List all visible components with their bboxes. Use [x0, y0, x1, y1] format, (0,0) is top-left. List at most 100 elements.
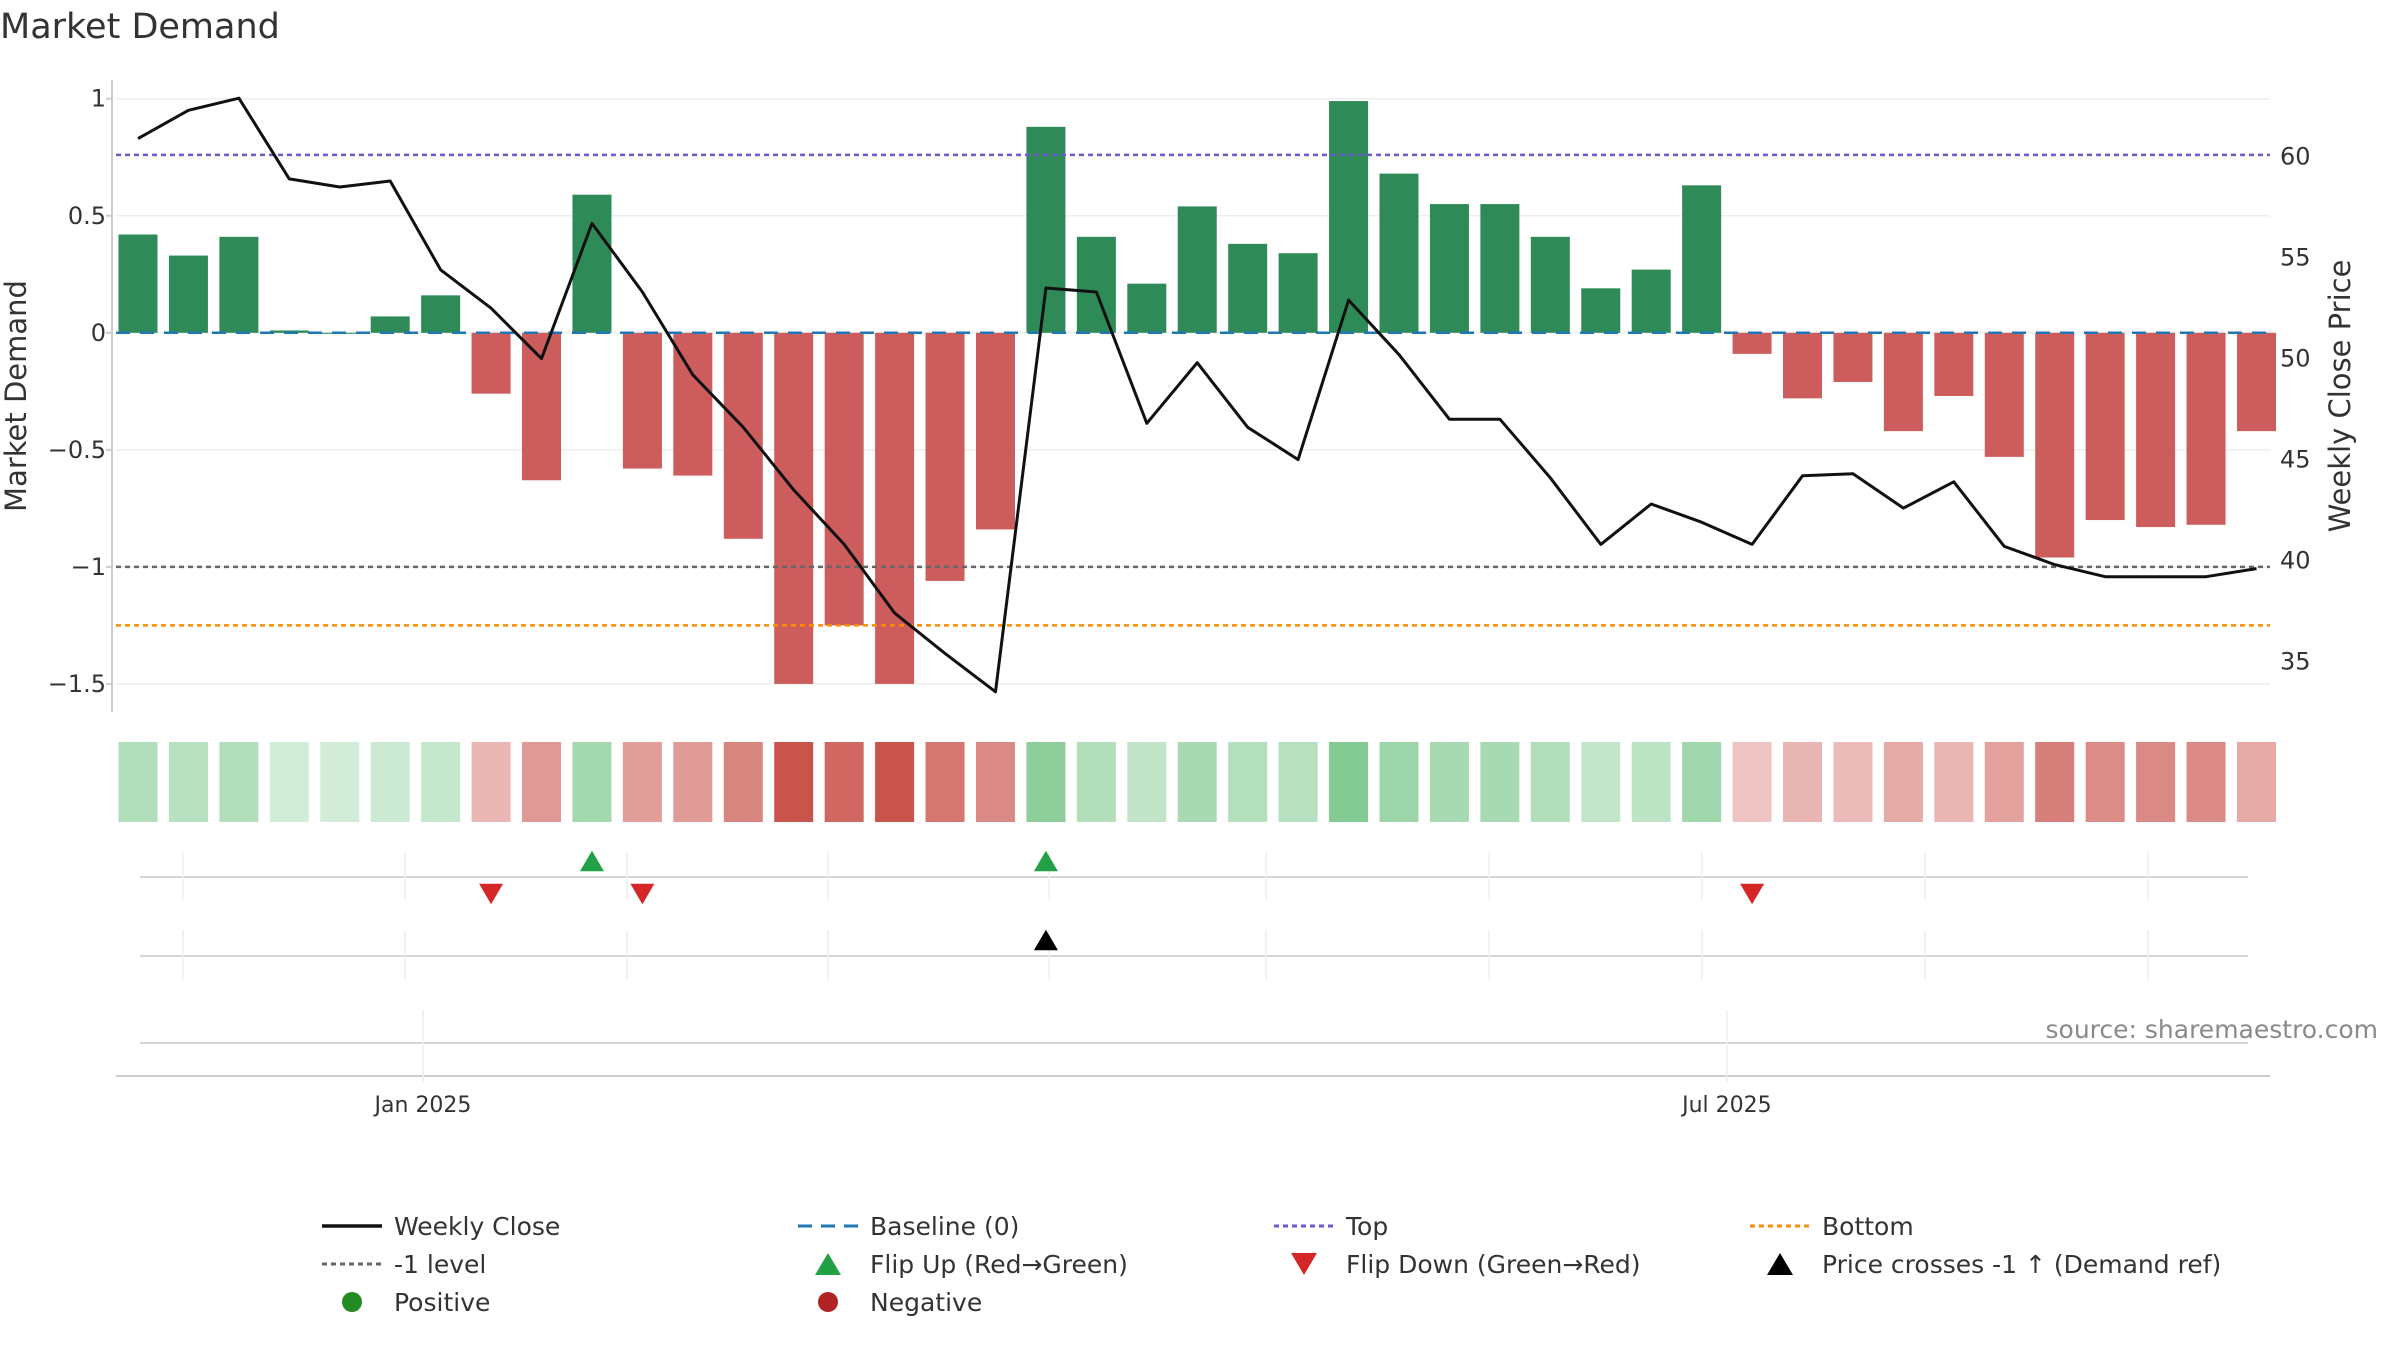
- legend-label-price_cross: Price crosses -1 ↑ (Demand ref): [1822, 1250, 2221, 1279]
- demand-bar: [875, 332, 915, 684]
- flip-up-marker: [1033, 850, 1058, 872]
- left-axis-label: Market Demand: [0, 280, 33, 512]
- heat-cell: [2186, 742, 2226, 822]
- legend-swatch-flip_up: [815, 1252, 841, 1276]
- legend-label-bottom: Bottom: [1822, 1212, 1914, 1241]
- signal-rows-grid: [140, 852, 2248, 1044]
- demand-bar: [1984, 332, 2024, 457]
- demand-bar: [1581, 288, 1621, 333]
- heat-cell: [1026, 742, 1066, 822]
- heat-cell: [1278, 742, 1318, 822]
- heat-cell: [723, 742, 763, 822]
- left-tick-label: 0.5: [68, 202, 106, 230]
- heat-cell: [2035, 742, 2075, 822]
- demand-bar: [2236, 332, 2276, 432]
- left-tick-label: 0: [91, 319, 106, 347]
- legend-label-positive: Positive: [394, 1288, 490, 1317]
- right-tick-label: 55: [2280, 244, 2311, 272]
- signal-markers: [479, 850, 1765, 951]
- heat-cell: [471, 742, 511, 822]
- legend-label-top: Top: [1345, 1212, 1388, 1241]
- legend: Weekly Close Baseline (0) Top Bottom -1 leve…: [322, 1212, 2221, 1317]
- demand-bar: [1934, 332, 1974, 396]
- legend-swatch-positive: [342, 1292, 362, 1312]
- right-tick-label: 60: [2280, 143, 2311, 171]
- price-cross-marker: [1033, 929, 1058, 951]
- legend-swatch-price_cross: [1767, 1252, 1793, 1276]
- demand-bar: [622, 332, 662, 469]
- demand-bar: [824, 332, 864, 626]
- flip-up-marker: [579, 850, 604, 872]
- legend-label-negative: Negative: [870, 1288, 982, 1317]
- demand-bar: [2136, 332, 2176, 528]
- demand-bar: [118, 234, 158, 333]
- demand-bar: [2085, 332, 2125, 521]
- demand-bar: [723, 332, 763, 539]
- demand-bar: [1783, 332, 1823, 399]
- left-axis-ticks: 1 0.5 0 −0.5 −1 −1.5: [48, 85, 112, 698]
- heat-cell: [1833, 742, 1873, 822]
- demand-bar: [1177, 206, 1217, 333]
- demand-bar: [1429, 204, 1469, 333]
- demand-bar: [975, 332, 1015, 530]
- demand-bar: [774, 332, 814, 684]
- heat-cell: [1984, 742, 2024, 822]
- demand-bar: [2035, 332, 2075, 558]
- heat-cell: [1783, 742, 1823, 822]
- demand-bar: [1278, 253, 1318, 333]
- demand-bar: [2186, 332, 2226, 525]
- heat-cell: [925, 742, 965, 822]
- heat-cell: [1581, 742, 1621, 822]
- date-axis-ticks: Jan 2025 Jul 2025: [373, 1010, 1772, 1118]
- left-tick-label: −0.5: [48, 436, 106, 464]
- heat-cell: [975, 742, 1015, 822]
- legend-label-flip_down: Flip Down (Green→Red): [1346, 1250, 1641, 1279]
- demand-bar: [1228, 243, 1268, 333]
- legend-label-minus_one: -1 level: [394, 1250, 486, 1279]
- heat-cell: [2236, 742, 2276, 822]
- heat-cell: [622, 742, 662, 822]
- heat-cell: [1127, 742, 1167, 822]
- flip-down-marker: [630, 883, 655, 905]
- right-axis-label: Weekly Close Price: [2323, 260, 2357, 533]
- heat-cell: [1732, 742, 1772, 822]
- legend-swatch-negative: [818, 1292, 838, 1312]
- date-tick-label: Jan 2025: [373, 1093, 472, 1118]
- demand-bar: [1833, 332, 1873, 382]
- left-tick-label: −1: [71, 553, 106, 581]
- right-tick-label: 45: [2280, 446, 2311, 474]
- heat-cell: [1177, 742, 1217, 822]
- heat-cell: [1682, 742, 1722, 822]
- demand-bar: [1026, 126, 1066, 333]
- demand-bar: [1631, 269, 1671, 333]
- demand-bar: [1127, 283, 1167, 333]
- left-tick-label: −1.5: [48, 670, 106, 698]
- heat-cell: [1329, 742, 1369, 822]
- demand-bar: [421, 295, 461, 333]
- right-tick-label: 40: [2280, 547, 2311, 575]
- heat-cell: [1480, 742, 1520, 822]
- heat-cell: [1379, 742, 1419, 822]
- heat-cell: [1883, 742, 1923, 822]
- right-axis-ticks: 60 55 50 45 40 35: [2280, 143, 2311, 676]
- legend-label-flip_up: Flip Up (Red→Green): [870, 1250, 1128, 1279]
- heat-cell: [1429, 742, 1469, 822]
- demand-bar: [1883, 332, 1923, 432]
- demand-bars: [118, 101, 2276, 684]
- demand-bar: [1076, 236, 1116, 333]
- demand-bar: [1329, 101, 1369, 333]
- demand-heat-strip: [118, 742, 2276, 822]
- weekly-close-line: [137, 96, 2257, 694]
- heat-cell: [1631, 742, 1671, 822]
- heat-cell: [269, 742, 309, 822]
- right-tick-label: 50: [2280, 345, 2311, 373]
- heat-cell: [572, 742, 612, 822]
- demand-bar: [1480, 204, 1520, 333]
- demand-bar: [1379, 173, 1419, 333]
- heat-cell: [774, 742, 814, 822]
- heat-cell: [824, 742, 864, 822]
- demand-bar: [572, 194, 612, 333]
- legend-label-baseline: Baseline (0): [870, 1212, 1019, 1241]
- heat-cell: [219, 742, 259, 822]
